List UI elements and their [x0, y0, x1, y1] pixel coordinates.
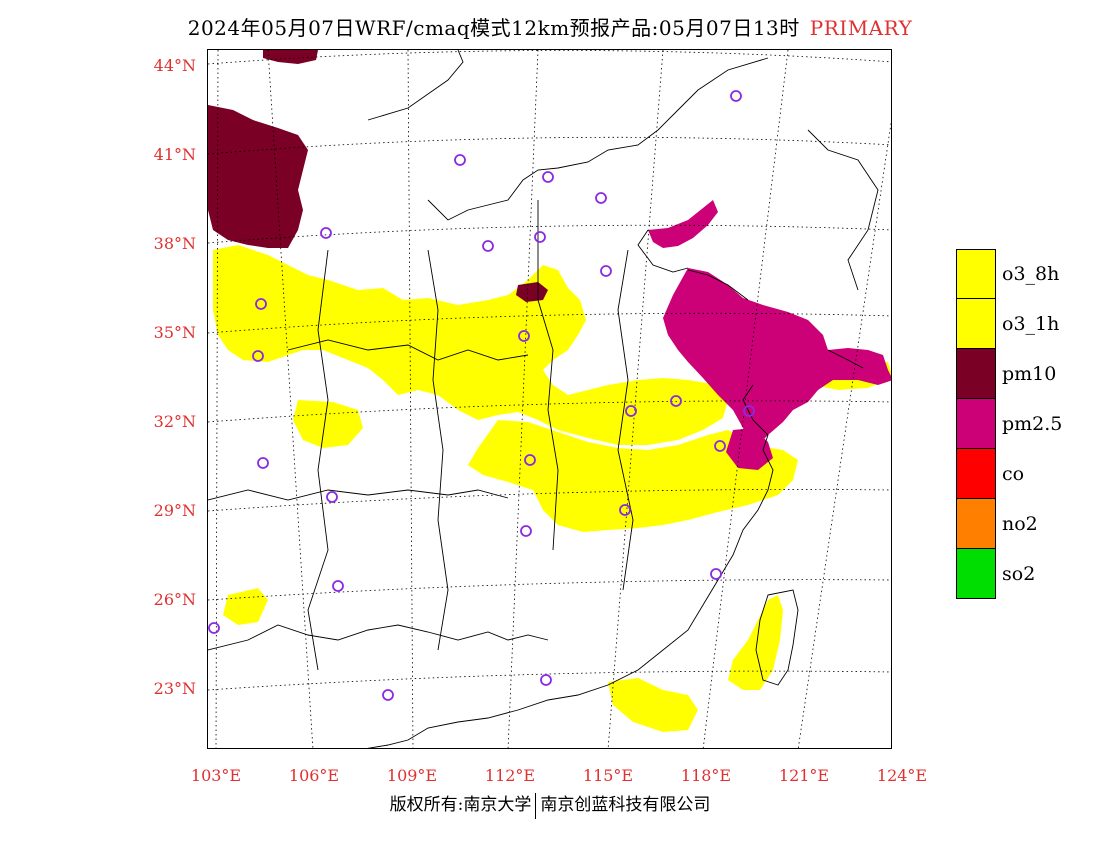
- legend-label: no2: [1002, 513, 1038, 535]
- lat-label-38: 38°N: [153, 234, 196, 253]
- map-canvas: [208, 50, 891, 748]
- pm10-regions: [208, 50, 548, 302]
- legend-swatch: [956, 549, 996, 599]
- footer-separator: [535, 792, 537, 819]
- legend-item: o3_1h: [956, 299, 1076, 349]
- pm25-bohai-strip: [648, 200, 718, 248]
- pm25-shandong-jiangsu-region: [663, 268, 891, 445]
- legend: o3_8h o3_1h pm10 pm2.5 co no2 so2: [956, 249, 1076, 599]
- o3-sichuan-patch: [293, 400, 363, 448]
- legend-item: o3_8h: [956, 249, 1076, 299]
- lat-label-26: 26°N: [153, 590, 196, 609]
- lat-label-35: 35°N: [153, 323, 196, 342]
- footer-right: 南京创蓝科技有限公司: [540, 795, 711, 815]
- legend-item: pm2.5: [956, 399, 1076, 449]
- lon-label-106: 106°E: [288, 766, 340, 785]
- map-title: 2024年05月07日WRF/cmaq模式12km预报产品:05月07日13时 P…: [0, 12, 1100, 41]
- legend-item: pm10: [956, 349, 1076, 399]
- pm10-shanxi-patch: [516, 282, 548, 302]
- o3-north-region: [213, 245, 728, 445]
- lon-label-115: 115°E: [582, 766, 634, 785]
- lon-label-121: 121°E: [778, 766, 830, 785]
- legend-label: pm2.5: [1002, 413, 1063, 435]
- lon-label-124: 124°E: [876, 766, 928, 785]
- lat-label-29: 29°N: [153, 501, 196, 520]
- pm25-yangtze-delta: [726, 428, 773, 470]
- legend-label: pm10: [1002, 363, 1057, 385]
- legend-swatch: [956, 449, 996, 499]
- forecast-map[interactable]: [207, 49, 892, 749]
- graticule: [208, 50, 891, 748]
- legend-label: o3_8h: [1002, 263, 1060, 285]
- lon-label-112: 112°E: [484, 766, 536, 785]
- lon-label-109: 109°E: [386, 766, 438, 785]
- footer-left: 版权所有:南京大学: [389, 795, 532, 815]
- legend-item: so2: [956, 549, 1076, 599]
- footer: 版权所有:南京大学 南京创蓝科技有限公司: [0, 790, 1100, 819]
- title-text: 2024年05月07日WRF/cmaq模式12km预报产品:05月07日13时: [187, 16, 800, 40]
- station-markers: [208, 90, 755, 701]
- lat-label-41: 41°N: [153, 145, 196, 164]
- legend-swatch: [956, 349, 996, 399]
- o3-yunnan-patch: [223, 588, 268, 625]
- legend-swatch: [956, 249, 996, 299]
- pm10-top-patch: [263, 50, 318, 64]
- o3-south-coast-patch: [608, 678, 698, 732]
- lat-label-44: 44°N: [153, 56, 196, 75]
- legend-swatch: [956, 499, 996, 549]
- pm25-regions: [648, 200, 891, 470]
- o3-taiwan-patch: [728, 595, 783, 690]
- legend-item: no2: [956, 499, 1076, 549]
- legend-label: co: [1002, 463, 1025, 485]
- lat-label-32: 32°N: [153, 412, 196, 431]
- legend-label: o3_1h: [1002, 313, 1060, 335]
- lon-label-103: 103°E: [190, 766, 242, 785]
- legend-swatch: [956, 399, 996, 449]
- legend-swatch: [956, 299, 996, 349]
- boundaries: [208, 50, 879, 748]
- legend-item: co: [956, 449, 1076, 499]
- title-tag: PRIMARY: [809, 16, 913, 40]
- lon-label-118: 118°E: [680, 766, 732, 785]
- legend-label: so2: [1002, 563, 1036, 585]
- lat-label-23: 23°N: [153, 679, 196, 698]
- pm10-inner-mongolia-region: [208, 105, 308, 248]
